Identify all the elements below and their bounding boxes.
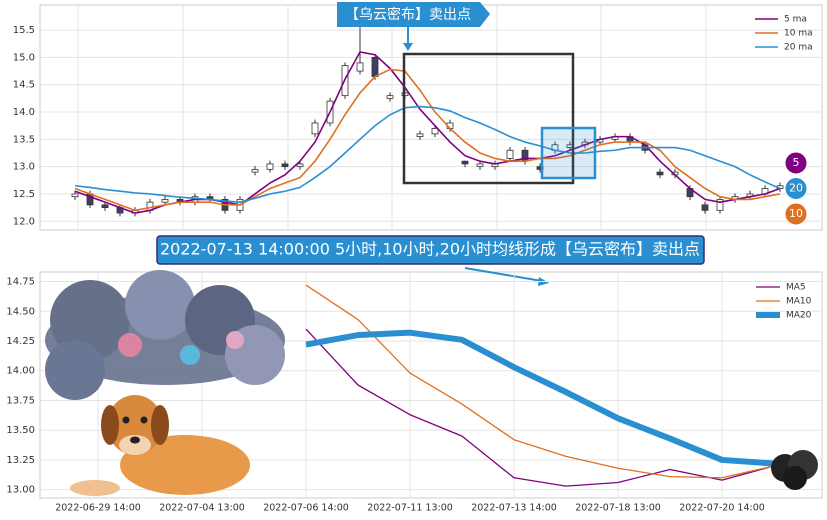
candle-body	[266, 163, 274, 170]
y-tick-label: 13.25	[6, 455, 35, 466]
bottom-chart: 13.00 13.25 13.50 13.75 14.00 14.25 14.50 14.75…	[6, 272, 822, 514]
candle-body	[101, 204, 109, 209]
dog-eye	[122, 416, 130, 424]
x-tick-label: 2022-07-11 13:00	[367, 503, 453, 514]
badge-label: 10	[789, 207, 803, 220]
badge-label: 20	[789, 182, 803, 195]
title-banner	[156, 235, 705, 265]
cloud-part	[45, 340, 105, 400]
y-tick-label: 14.75	[6, 277, 35, 288]
y-tick-label: 13.75	[6, 395, 35, 406]
top-chart: 12.0 12.5 13.0 13.5 14.0 14.5 15.0 15.5 5 ma 10 m…	[13, 15, 822, 227]
signal-banner	[337, 2, 490, 27]
pattern-box	[402, 52, 575, 185]
candle-body	[461, 160, 469, 165]
dog-body	[120, 435, 250, 495]
ma-line	[305, 328, 775, 487]
y-tick-label: 14.00	[6, 366, 35, 377]
x-tick-label: 2022-07-13 14:00	[471, 503, 557, 514]
legend-label: MA20	[786, 311, 812, 321]
candle-body	[281, 163, 289, 168]
y-tick-label: 12.0	[13, 216, 35, 227]
ma-line	[305, 329, 775, 467]
x-tick-label: 2022-07-06 14:00	[263, 503, 349, 514]
title-arrow	[464, 267, 543, 282]
dog-ear	[151, 405, 169, 445]
dog-ear	[101, 405, 119, 445]
candle-body	[476, 163, 484, 168]
ma-line	[74, 105, 781, 203]
candle-body	[251, 168, 259, 173]
dog-eye	[140, 416, 148, 424]
candle-body	[506, 149, 514, 159]
y-tick-label: 12.5	[13, 189, 35, 200]
dog-muzzle	[119, 435, 151, 455]
candle-body	[161, 199, 169, 203]
y-tick-label: 14.5	[13, 80, 35, 91]
badge-label: 5	[793, 156, 800, 169]
ma-line	[74, 51, 781, 214]
cloud-part	[118, 333, 142, 357]
y-tick-label: 15.5	[13, 25, 35, 36]
y-tick-label: 14.0	[13, 107, 35, 118]
candle-body	[371, 57, 379, 77]
x-tick-label: 2022-06-29 14:00	[55, 503, 141, 514]
candle-body	[296, 163, 304, 168]
candle-body	[416, 133, 424, 138]
legend-label: MA5	[786, 283, 806, 293]
signal-label: 【乌云密布】卖出点	[345, 6, 471, 23]
dog	[70, 395, 250, 496]
small-cloud	[771, 450, 818, 490]
x-tick-label: 2022-07-04 13:00	[159, 503, 245, 514]
candle-body	[701, 204, 709, 211]
cloud-part	[125, 270, 195, 340]
candle-body	[71, 193, 79, 198]
y-tick-label: 15.0	[13, 52, 35, 63]
cloud-part	[226, 331, 244, 349]
bottom-frame	[39, 271, 823, 499]
y-tick-label: 14.25	[6, 336, 35, 347]
legend-label: MA10	[786, 297, 812, 307]
candle-body	[386, 95, 394, 99]
cloud-part	[783, 466, 807, 490]
candle-body	[311, 122, 319, 135]
legend-label: 10 ma	[784, 29, 813, 39]
legend-label: 20 ma	[784, 43, 813, 53]
ma-line	[74, 68, 781, 212]
dog-nose	[130, 436, 140, 444]
candle-body	[656, 171, 664, 176]
candle-body	[356, 62, 364, 72]
chart-title: 2022-07-13 14:00:00 5小时,10小时,20小时均线形成【乌云…	[160, 240, 700, 259]
y-tick-label: 13.5	[13, 134, 35, 145]
dog-paw	[70, 480, 120, 496]
y-tick-label: 13.50	[6, 425, 35, 436]
badge	[784, 177, 808, 200]
highlight-box	[540, 126, 597, 180]
badge	[784, 151, 808, 175]
cloud-part	[180, 345, 200, 365]
ma-line	[305, 284, 775, 479]
y-tick-label: 13.00	[6, 485, 35, 496]
y-tick-label: 13.0	[13, 162, 35, 173]
y-tick-label: 14.50	[6, 306, 35, 317]
candle-body	[431, 128, 439, 135]
x-tick-label: 2022-07-18 13:00	[575, 503, 661, 514]
signal-arrow-head	[403, 43, 413, 51]
dog-head	[107, 395, 163, 455]
storm-cloud	[45, 270, 285, 400]
x-tick-label: 2022-07-20 14:00	[679, 503, 765, 514]
legend-label: 5 ma	[784, 15, 807, 25]
badge	[784, 202, 808, 226]
cloud-part	[50, 280, 130, 360]
candle-body	[716, 199, 724, 211]
